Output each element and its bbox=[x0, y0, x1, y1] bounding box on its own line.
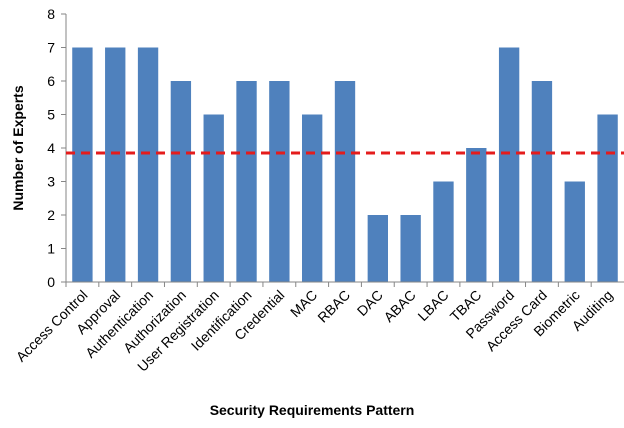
y-axis-label: Number of Experts bbox=[10, 85, 26, 211]
bar bbox=[269, 81, 290, 282]
x-axis-label: Security Requirements Pattern bbox=[209, 402, 415, 418]
bar bbox=[236, 81, 257, 282]
x-tick-label: RBAC bbox=[314, 287, 353, 326]
bars-group bbox=[72, 47, 618, 282]
y-tick-label: 6 bbox=[47, 73, 55, 89]
x-tick-label: LBAC bbox=[414, 287, 451, 324]
bar bbox=[302, 114, 323, 282]
bar bbox=[466, 148, 487, 282]
bar bbox=[531, 81, 553, 282]
y-axis-ticks: 0 1 2 3 4 5 6 7 8 bbox=[47, 6, 66, 290]
bar bbox=[367, 215, 388, 282]
bar bbox=[564, 181, 585, 282]
bar bbox=[72, 47, 93, 282]
bar bbox=[203, 114, 224, 282]
y-tick-label: 3 bbox=[47, 174, 55, 190]
y-tick-label: 7 bbox=[47, 40, 55, 56]
bar bbox=[433, 181, 454, 282]
x-axis-tick-labels: Access ControlApprovalAuthenticationAuth… bbox=[13, 282, 616, 375]
y-tick-label: 4 bbox=[47, 140, 55, 156]
y-tick-label: 1 bbox=[47, 241, 55, 257]
y-tick-label: 0 bbox=[47, 274, 55, 290]
y-tick-label: 2 bbox=[47, 207, 55, 223]
bar bbox=[334, 81, 356, 282]
bar bbox=[498, 47, 520, 282]
x-tick-label: ABAC bbox=[380, 287, 418, 325]
y-tick-label: 5 bbox=[47, 107, 55, 123]
bar bbox=[597, 114, 618, 282]
bar bbox=[105, 47, 126, 282]
bar bbox=[170, 81, 192, 282]
y-tick-label: 8 bbox=[47, 6, 55, 22]
bar bbox=[137, 47, 159, 282]
bar bbox=[400, 215, 421, 282]
